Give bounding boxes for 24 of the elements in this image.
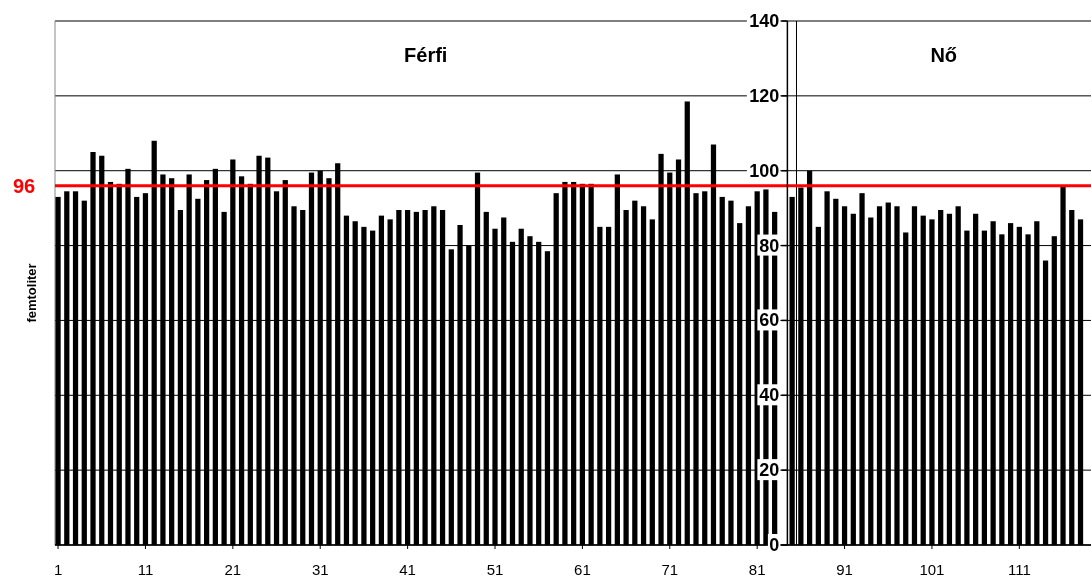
- annotation: Nő: [930, 44, 958, 66]
- x-tick-label: 41: [399, 561, 416, 578]
- x-tick-label: 71: [661, 561, 679, 578]
- y-tick-label: 120: [749, 85, 780, 106]
- y-tick-label: 80: [759, 235, 780, 256]
- x-tick-label: 101: [919, 561, 945, 578]
- annotation: Férfi: [404, 44, 448, 66]
- y-tick-label: 0: [769, 535, 780, 555]
- x-tick-label: 31: [311, 561, 329, 578]
- x-tick-label: 91: [836, 561, 853, 578]
- x-tick-label: 51: [486, 561, 504, 578]
- ref-line-label: 96: [12, 174, 36, 197]
- x-tick-label: 21: [224, 561, 242, 578]
- y-tick-label: 40: [759, 385, 780, 406]
- x-tick-label: 81: [748, 561, 766, 578]
- y-tick-label: 20: [759, 460, 780, 481]
- y-tick-label: 100: [749, 160, 780, 181]
- x-tick-label: 11: [137, 561, 154, 578]
- y-tick-label: 140: [749, 11, 780, 31]
- x-tick-label: 1: [53, 561, 63, 578]
- x-tick-label: 61: [574, 561, 591, 578]
- y-axis-title: femtoliter: [24, 263, 39, 323]
- x-tick-label: 111: [1007, 561, 1031, 578]
- y-tick-label: 60: [759, 310, 780, 331]
